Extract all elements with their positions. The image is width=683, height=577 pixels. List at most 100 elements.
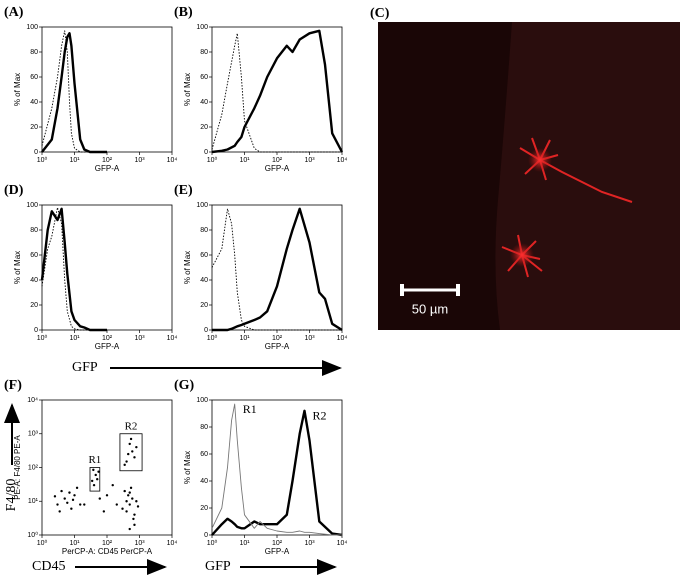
x-tick-label: 10⁴ xyxy=(167,540,178,547)
line-series xyxy=(41,30,107,153)
y-tick-label: 80 xyxy=(200,424,208,431)
y-axis-label: PE-A: F4/80 PE-A xyxy=(13,435,22,500)
y-tick-label: 80 xyxy=(30,49,38,56)
line-series xyxy=(211,409,343,537)
x-tick-label: 10³ xyxy=(304,157,315,164)
x-tick-label: 10³ xyxy=(134,157,145,164)
axis-arrow-label: CD45 xyxy=(32,559,65,574)
y-tick-label: 60 xyxy=(30,74,38,81)
y-tick-label: 0 xyxy=(204,327,208,334)
dot xyxy=(133,513,136,516)
panel-label: (A) xyxy=(4,5,24,20)
line-series xyxy=(211,208,342,331)
dot xyxy=(123,463,126,467)
dot xyxy=(125,500,128,503)
y-tick-label: 60 xyxy=(200,451,208,458)
x-tick-label: 10⁰ xyxy=(37,156,48,164)
y-tick-label: 0 xyxy=(34,149,38,156)
x-tick-label: 10¹ xyxy=(239,335,250,342)
line-series xyxy=(211,32,342,153)
gate xyxy=(119,433,143,472)
dot xyxy=(56,503,59,506)
x-tick-label: 10⁴ xyxy=(167,157,178,164)
x-axis-label: PerCP-A: CD45 PerCP-A xyxy=(62,547,153,556)
dot xyxy=(68,491,71,494)
dot xyxy=(97,470,100,473)
x-tick-label: 10⁰ xyxy=(37,539,48,547)
y-tick-label: 0 xyxy=(204,149,208,156)
panel-label: (E) xyxy=(174,183,193,198)
y-tick-label: 80 xyxy=(200,49,208,56)
y-tick-label: 20 xyxy=(200,505,208,512)
dot xyxy=(133,456,136,459)
dot xyxy=(70,507,73,510)
plot-frame xyxy=(211,204,343,331)
x-tick-label: 10² xyxy=(272,540,283,547)
x-tick-label: 10⁴ xyxy=(337,335,348,342)
x-tick-label: 10² xyxy=(102,335,113,342)
dot xyxy=(90,479,94,483)
x-axis-label: GFP-A xyxy=(95,342,120,351)
y-tick-label: 80 xyxy=(200,227,208,234)
dot xyxy=(135,445,138,449)
line-series xyxy=(40,207,107,332)
series-label: R1 xyxy=(243,402,257,416)
x-tick-label: 10¹ xyxy=(239,540,250,547)
x-tick-label: 10² xyxy=(272,157,283,164)
dot xyxy=(132,517,135,521)
x-tick-label: 10³ xyxy=(304,335,315,342)
x-tick-label: 10³ xyxy=(134,540,145,547)
y-tick-label: 100 xyxy=(196,202,208,209)
plot-frame xyxy=(41,399,173,536)
x-axis-label: GFP-A xyxy=(265,342,290,351)
x-tick-label: 10¹ xyxy=(239,157,250,164)
dot xyxy=(60,489,63,493)
panel-label: (F) xyxy=(4,378,22,393)
dot xyxy=(129,437,133,441)
y-axis-label: % of Max xyxy=(13,73,22,106)
dot xyxy=(136,505,140,508)
y-tick-label: 10¹ xyxy=(28,498,39,505)
y-axis-label: % of Max xyxy=(13,251,22,284)
y-tick-label: 40 xyxy=(30,277,38,284)
dot xyxy=(125,460,128,463)
x-tick-label: 10¹ xyxy=(69,335,80,342)
dot xyxy=(128,491,131,494)
dot xyxy=(96,478,99,481)
dot xyxy=(58,510,61,513)
dot xyxy=(131,450,134,453)
y-tick-label: 100 xyxy=(26,202,38,209)
dot xyxy=(129,486,133,490)
x-tick-label: 10³ xyxy=(134,335,145,342)
dot xyxy=(92,468,95,472)
dot xyxy=(71,498,75,502)
line-series xyxy=(211,29,344,154)
x-tick-label: 10² xyxy=(102,157,113,164)
dot xyxy=(123,489,126,493)
x-tick-label: 10⁴ xyxy=(337,540,348,547)
dot xyxy=(73,494,76,497)
x-tick-label: 10² xyxy=(102,540,113,547)
dot xyxy=(128,503,131,506)
y-tick-label: 40 xyxy=(30,99,38,106)
axis-arrow-label: F4/80 xyxy=(4,479,19,512)
y-tick-label: 100 xyxy=(26,24,38,31)
x-axis-label: GFP-A xyxy=(265,547,290,556)
dot xyxy=(131,497,134,500)
dot xyxy=(128,527,131,531)
y-tick-label: 20 xyxy=(30,302,38,309)
gate-label: R1 xyxy=(88,454,101,466)
y-axis-label: % of Max xyxy=(183,73,192,106)
panel-label: (G) xyxy=(174,378,195,393)
dot xyxy=(53,495,57,498)
x-tick-label: 10⁰ xyxy=(207,156,218,164)
panel-label: (C) xyxy=(370,6,390,21)
y-tick-label: 0 xyxy=(34,327,38,334)
line-series xyxy=(211,403,342,536)
y-tick-label: 80 xyxy=(30,227,38,234)
micrograph: 50 µm xyxy=(378,22,680,330)
y-tick-label: 10² xyxy=(28,464,39,471)
x-tick-label: 10¹ xyxy=(69,540,80,547)
dot xyxy=(94,473,97,477)
x-tick-label: 10² xyxy=(272,335,283,342)
